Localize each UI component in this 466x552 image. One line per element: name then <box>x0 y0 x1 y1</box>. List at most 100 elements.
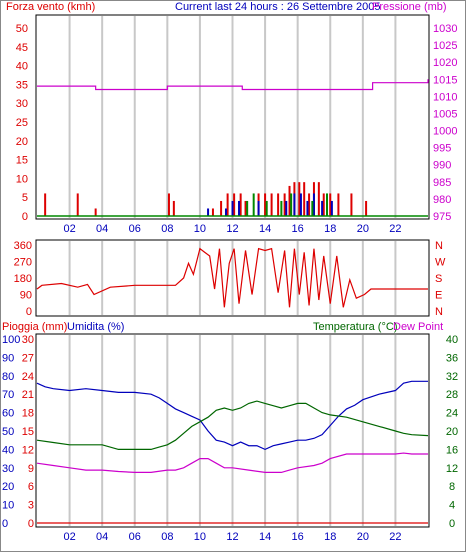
temperature-axis-label: Temperatura (°C) <box>313 321 397 333</box>
y-tick-label: 1025 <box>433 40 457 52</box>
y-tick-label: 90 <box>20 290 32 302</box>
y-tick-label: 0 <box>28 518 34 530</box>
y-tick-label: 16 <box>446 444 458 456</box>
x-tick-label: 10 <box>194 223 206 235</box>
chart-title: Current last 24 hours : 26 Settembre 200… <box>175 1 380 13</box>
y-tick-label: 6 <box>28 481 34 493</box>
y-tick-label: 5 <box>22 192 28 204</box>
pressure-line <box>37 79 429 91</box>
y-tick-label: 1015 <box>433 74 457 86</box>
y-tick-label: 36 <box>446 352 458 364</box>
y-tick-label: 1000 <box>433 126 457 138</box>
humidity-line <box>36 380 428 451</box>
y-tick-label: 24 <box>446 408 458 420</box>
y-tick-label: 50 <box>2 426 14 438</box>
y-tick-label: 1005 <box>433 108 457 120</box>
x-tick-label: 02 <box>63 531 75 543</box>
y-tick-label: 270 <box>14 257 32 269</box>
rain-axis-label: Pioggia (mm) <box>2 321 67 333</box>
x-tick-label: 06 <box>129 531 141 543</box>
y-tick-label: 0 <box>449 518 455 530</box>
x-tick-label: 20 <box>357 223 369 235</box>
y-tick-label: 24 <box>22 371 34 383</box>
y-tick-label: 100 <box>2 334 20 346</box>
y-tick-label: 15 <box>22 426 34 438</box>
x-tick-label: 02 <box>63 223 75 235</box>
x-tick-label: 12 <box>226 531 238 543</box>
dewpoint-line <box>36 452 428 473</box>
x-tick-label: 20 <box>357 531 369 543</box>
y-tick-label: 27 <box>22 352 34 364</box>
wind-axis-label: Forza vento (kmh) <box>6 1 95 13</box>
y-tick-label: 4 <box>449 500 455 512</box>
y-tick-label: 0 <box>2 518 8 530</box>
x-tick-label: 14 <box>259 531 271 543</box>
x-tick-label: 04 <box>96 531 108 543</box>
humidity-axis-label: Umidita (%) <box>67 321 124 333</box>
y-tick-label: 30 <box>2 463 14 475</box>
y-tick-label: 180 <box>14 273 32 285</box>
y-tick-label: 0 <box>22 211 28 223</box>
y-tick-label: 12 <box>22 444 34 456</box>
y-tick-label: 32 <box>446 371 458 383</box>
y-tick-label: 60 <box>2 408 14 420</box>
y-tick-label: 8 <box>449 481 455 493</box>
y-tick-label: 990 <box>433 160 451 172</box>
x-tick-label: 18 <box>324 531 336 543</box>
y-tick-label: 975 <box>433 211 451 223</box>
x-tick-label: 16 <box>292 223 304 235</box>
y-tick-label: 1030 <box>433 23 457 35</box>
x-tick-label: 16 <box>292 531 304 543</box>
y-tick-label: 40 <box>16 61 28 73</box>
pressure-axis-label: Pressione (mb) <box>372 1 447 13</box>
y-tick-label: 18 <box>22 408 34 420</box>
x-tick-label: 12 <box>226 223 238 235</box>
y-tick-label: W <box>435 257 446 269</box>
y-tick-label: 50 <box>16 23 28 35</box>
y-tick-label: 45 <box>16 42 28 54</box>
temperature-line <box>36 400 429 450</box>
y-tick-label: 980 <box>433 194 451 206</box>
y-tick-label: 985 <box>433 177 451 189</box>
y-tick-label: 30 <box>16 98 28 110</box>
y-tick-label: 3 <box>28 500 34 512</box>
x-tick-label: 06 <box>129 223 141 235</box>
y-tick-label: 360 <box>14 240 32 252</box>
y-tick-label: S <box>435 273 442 285</box>
y-tick-label: 20 <box>2 481 14 493</box>
x-tick-label: 08 <box>161 223 173 235</box>
y-tick-label: 12 <box>446 463 458 475</box>
y-tick-label: 40 <box>446 334 458 346</box>
x-tick-label: 10 <box>194 531 206 543</box>
y-tick-label: 40 <box>2 444 14 456</box>
y-tick-label: 995 <box>433 143 451 155</box>
x-tick-label: 04 <box>96 223 108 235</box>
y-tick-label: 10 <box>2 500 14 512</box>
y-tick-label: 10 <box>16 173 28 185</box>
y-tick-label: E <box>435 290 442 302</box>
y-tick-label: 15 <box>16 155 28 167</box>
y-tick-label: N <box>435 306 443 318</box>
y-tick-label: 80 <box>2 371 14 383</box>
x-tick-label: 18 <box>324 223 336 235</box>
x-tick-label: 22 <box>389 223 401 235</box>
x-tick-label: 22 <box>389 531 401 543</box>
y-tick-label: 1020 <box>433 57 457 69</box>
y-tick-label: N <box>435 240 443 252</box>
dewpoint-axis-label: Dew Point <box>393 321 443 333</box>
y-tick-label: 0 <box>26 306 32 318</box>
y-tick-label: 20 <box>16 136 28 148</box>
y-tick-label: 9 <box>28 463 34 475</box>
y-tick-label: 28 <box>446 389 458 401</box>
y-tick-label: 30 <box>22 334 34 346</box>
y-tick-label: 35 <box>16 79 28 91</box>
y-tick-label: 25 <box>16 117 28 129</box>
x-tick-label: 08 <box>161 531 173 543</box>
y-tick-label: 90 <box>2 352 14 364</box>
y-tick-label: 1010 <box>433 91 457 103</box>
x-tick-label: 14 <box>259 223 271 235</box>
wind-direction-line <box>36 247 428 308</box>
y-tick-label: 70 <box>2 389 14 401</box>
y-tick-label: 20 <box>446 426 458 438</box>
